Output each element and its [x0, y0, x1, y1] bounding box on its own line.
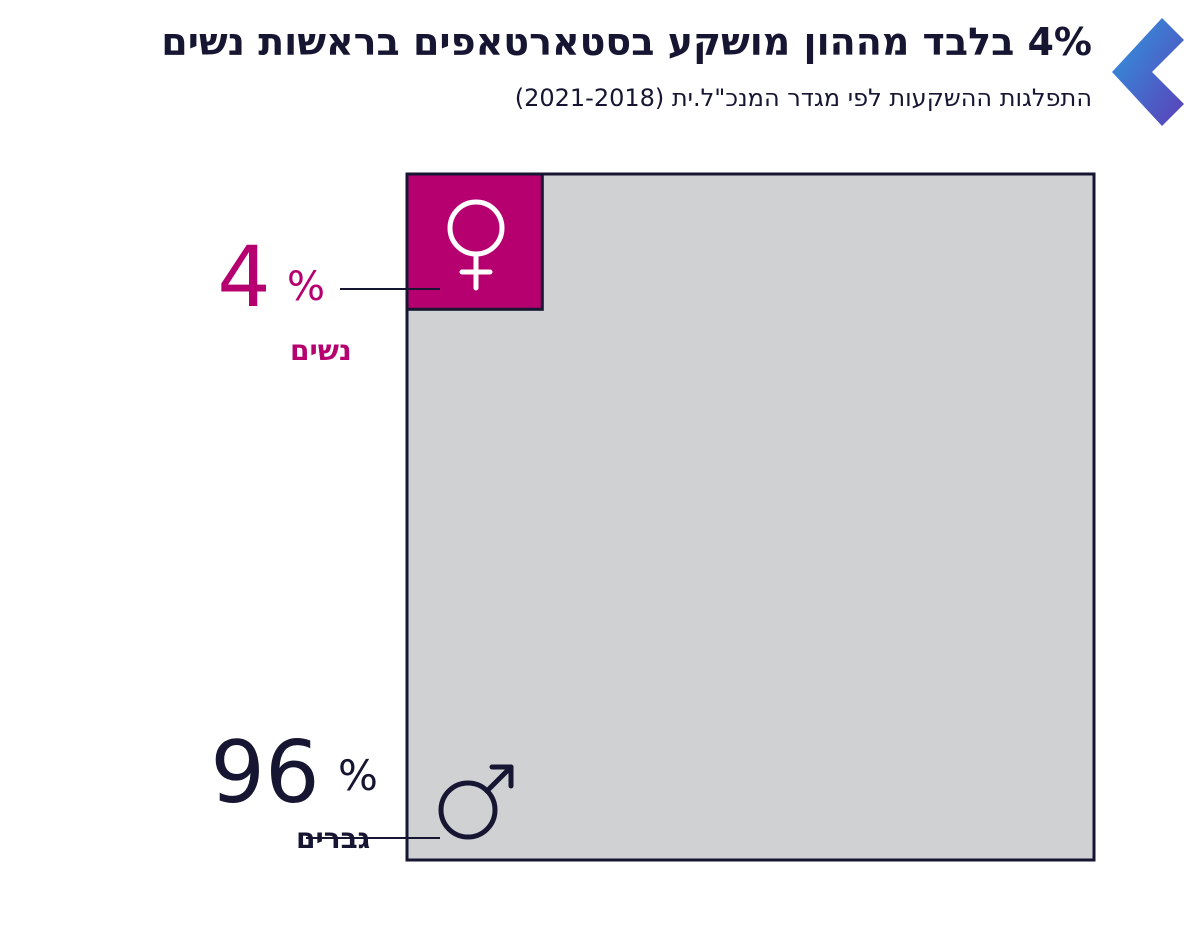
chart-subtitle: התפלגות ההשקעות לפי מגדר המנכ"ל.ית (2021…	[514, 84, 1092, 112]
women-percent-sign: %	[287, 264, 325, 310]
chevron-left-icon	[1112, 18, 1184, 126]
men-category-label: גברים	[296, 822, 370, 855]
men-percent-sign: %	[338, 751, 378, 800]
men-value-label: 96	[210, 723, 319, 823]
chart-title: 4% בלבד מההון מושקע בסטארטאפים בראשות נש…	[161, 20, 1092, 64]
women-category-label: נשים	[290, 334, 352, 367]
women-value-label: 4	[217, 228, 270, 326]
male-symbol-icon	[438, 764, 514, 840]
female-symbol-icon	[447, 199, 505, 291]
